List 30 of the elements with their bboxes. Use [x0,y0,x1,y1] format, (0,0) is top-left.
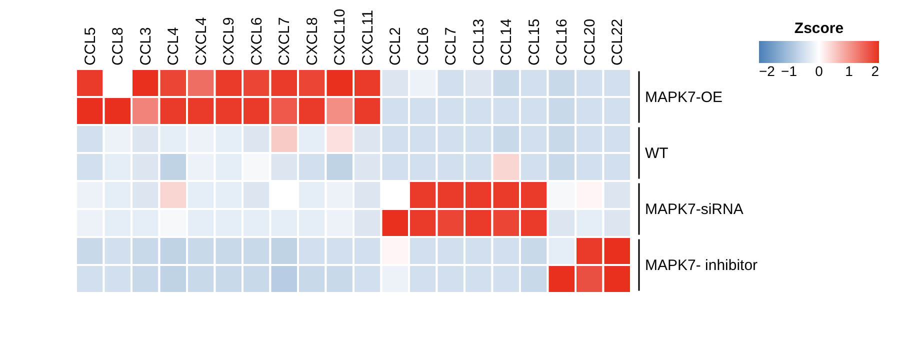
x-tick-label: CXCL11 [359,10,376,66]
x-tick-label: CCL16 [554,18,571,66]
color-bar-label: −2 [759,63,776,79]
x-tick-label: CCL20 [581,18,598,66]
text: MAPK7-OE [645,89,723,106]
x-tick-label: CXCL8 [304,17,321,66]
x-tick-label: CCL4 [165,27,182,66]
x-tick-label: CCL8 [110,27,127,66]
x-tick-label: CXCL7 [276,17,294,66]
x-tick-label: CCL3 [137,27,154,66]
x-tick-label: CCL6 [414,27,432,66]
x-tick-label: CCL2 [387,27,404,66]
x-tick-label: CXCL9 [220,17,238,66]
x-tick-label: CCL7 [442,27,460,66]
x-tick-label: CCL5 [82,27,99,66]
color-bar-label: 1 [845,63,854,79]
color-bar-label: 0 [815,63,824,79]
x-tick-label: CCL15 [526,18,543,66]
x-tick-label: CXCL4 [192,17,210,66]
x-tick-label: CXCL6 [248,17,266,66]
text: WT [645,145,668,162]
x-tick-label: CCL14 [498,18,516,66]
x-tick-label: CCL22 [609,18,626,66]
color-bar-label: 2 [871,63,880,79]
text: MAPK7- inhibitor [645,257,758,274]
color-bar-label: −1 [781,63,798,79]
x-tick-label: CXCL10 [332,8,349,66]
legend-title: Zscore [794,20,844,37]
text: MAPK7-siRNA [645,201,744,218]
x-tick-label: CCL13 [470,18,488,66]
